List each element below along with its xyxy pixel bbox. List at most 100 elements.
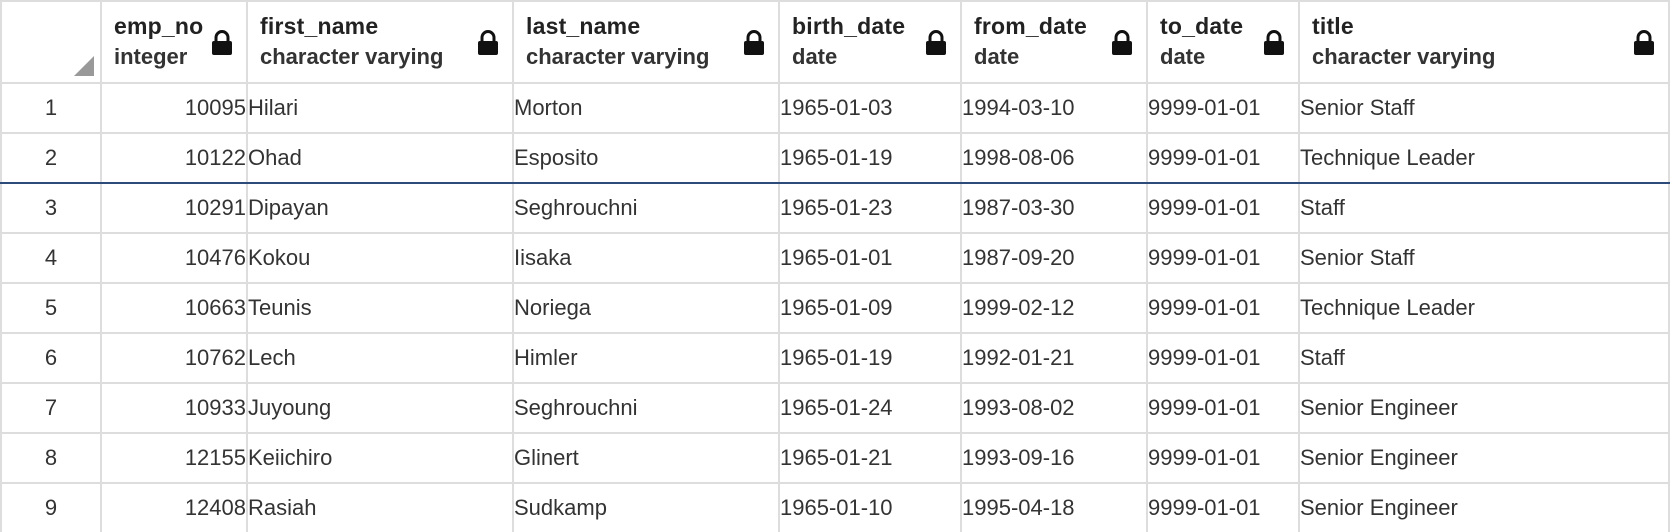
cell-emp-no[interactable]: 10762 xyxy=(100,332,248,384)
column-name: title xyxy=(1312,13,1354,39)
column-type: integer xyxy=(114,44,188,69)
cell-from-date[interactable]: 1995-04-18 xyxy=(960,482,1148,532)
cell-first-name[interactable]: Hilari xyxy=(246,82,514,134)
cell-to-date[interactable]: 9999-01-01 xyxy=(1146,282,1300,334)
cell-first-name[interactable]: Juyoung xyxy=(246,382,514,434)
cell-last-name[interactable]: Seghrouchni xyxy=(512,182,780,234)
cell-title[interactable]: Senior Engineer xyxy=(1298,382,1670,434)
cell-to-date[interactable]: 9999-01-01 xyxy=(1146,432,1300,484)
cell-first-name[interactable]: Keiichiro xyxy=(246,432,514,484)
cell-from-date[interactable]: 1994-03-10 xyxy=(960,82,1148,134)
table-row[interactable]: 4 10476 Kokou Iisaka 1965-01-01 1987-09-20 999… xyxy=(0,232,1670,284)
cell-to-date[interactable]: 9999-01-01 xyxy=(1146,82,1300,134)
cell-last-name[interactable]: Esposito xyxy=(512,132,780,184)
row-number[interactable]: 4 xyxy=(0,232,102,284)
cell-birth-date[interactable]: 1965-01-21 xyxy=(778,432,962,484)
table-row[interactable]: 3 10291 Dipayan Seghrouchni 1965-01-23 1987-0… xyxy=(0,182,1670,234)
lock-icon xyxy=(478,30,498,55)
cell-from-date[interactable]: 1992-01-21 xyxy=(960,332,1148,384)
cell-emp-no[interactable]: 10476 xyxy=(100,232,248,284)
column-header-last-name[interactable]: last_name character varying xyxy=(512,0,780,84)
table-row[interactable]: 1 10095 Hilari Morton 1965-01-03 1994-03-10 99… xyxy=(0,82,1670,134)
cell-first-name[interactable]: Ohad xyxy=(246,132,514,184)
table-row[interactable]: 5 10663 Teunis Noriega 1965-01-09 1999-02-12 9… xyxy=(0,282,1670,334)
cell-birth-date[interactable]: 1965-01-24 xyxy=(778,382,962,434)
cell-to-date[interactable]: 9999-01-01 xyxy=(1146,382,1300,434)
column-type: character varying xyxy=(526,44,710,69)
cell-emp-no[interactable]: 10663 xyxy=(100,282,248,334)
cell-last-name[interactable]: Seghrouchni xyxy=(512,382,780,434)
cell-from-date[interactable]: 1998-08-06 xyxy=(960,132,1148,184)
table-row[interactable]: 7 10933 Juyoung Seghrouchni 1965-01-24 1993-0… xyxy=(0,382,1670,434)
cell-first-name[interactable]: Teunis xyxy=(246,282,514,334)
cell-title[interactable]: Staff xyxy=(1298,332,1670,384)
row-number[interactable]: 6 xyxy=(0,332,102,384)
cell-birth-date[interactable]: 1965-01-09 xyxy=(778,282,962,334)
cell-title[interactable]: Senior Engineer xyxy=(1298,432,1670,484)
cell-emp-no[interactable]: 12408 xyxy=(100,482,248,532)
cell-to-date[interactable]: 9999-01-01 xyxy=(1146,182,1300,234)
cell-first-name[interactable]: Kokou xyxy=(246,232,514,284)
cell-from-date[interactable]: 1999-02-12 xyxy=(960,282,1148,334)
cell-title[interactable]: Staff xyxy=(1298,182,1670,234)
row-number[interactable]: 3 xyxy=(0,182,102,234)
row-number[interactable]: 9 xyxy=(0,482,102,532)
cell-title[interactable]: Technique Leader xyxy=(1298,282,1670,334)
column-name: emp_no xyxy=(114,13,204,39)
table-row[interactable]: 9 12408 Rasiah Sudkamp 1965-01-10 1995-04-18 9… xyxy=(0,482,1670,532)
table-body: 1 10095 Hilari Morton 1965-01-03 1994-03-10 99… xyxy=(0,82,1670,532)
cell-first-name[interactable]: Rasiah xyxy=(246,482,514,532)
cell-emp-no[interactable]: 10933 xyxy=(100,382,248,434)
column-name: from_date xyxy=(974,13,1087,39)
table-row[interactable]: 2 10122 Ohad Esposito 1965-01-19 1998-08-06 99… xyxy=(0,132,1670,184)
cell-from-date[interactable]: 1987-03-30 xyxy=(960,182,1148,234)
cell-birth-date[interactable]: 1965-01-10 xyxy=(778,482,962,532)
cell-title[interactable]: Senior Engineer xyxy=(1298,482,1670,532)
lock-icon xyxy=(212,30,232,55)
table-row[interactable]: 6 10762 Lech Himler 1965-01-19 1992-01-21 9999… xyxy=(0,332,1670,384)
cell-emp-no[interactable]: 10291 xyxy=(100,182,248,234)
cell-first-name[interactable]: Lech xyxy=(246,332,514,384)
cell-birth-date[interactable]: 1965-01-23 xyxy=(778,182,962,234)
cell-emp-no[interactable]: 10095 xyxy=(100,82,248,134)
table-row[interactable]: 8 12155 Keiichiro Glinert 1965-01-21 1993-09-… xyxy=(0,432,1670,484)
cell-to-date[interactable]: 9999-01-01 xyxy=(1146,232,1300,284)
cell-birth-date[interactable]: 1965-01-19 xyxy=(778,132,962,184)
cell-from-date[interactable]: 1993-08-02 xyxy=(960,382,1148,434)
column-header-first-name[interactable]: first_name character varying xyxy=(246,0,514,84)
cell-last-name[interactable]: Glinert xyxy=(512,432,780,484)
cell-to-date[interactable]: 9999-01-01 xyxy=(1146,132,1300,184)
cell-title[interactable]: Senior Staff xyxy=(1298,232,1670,284)
cell-last-name[interactable]: Noriega xyxy=(512,282,780,334)
cell-emp-no[interactable]: 10122 xyxy=(100,132,248,184)
cell-title[interactable]: Technique Leader xyxy=(1298,132,1670,184)
row-number[interactable]: 5 xyxy=(0,282,102,334)
cell-birth-date[interactable]: 1965-01-01 xyxy=(778,232,962,284)
row-number[interactable]: 1 xyxy=(0,82,102,134)
cell-to-date[interactable]: 9999-01-01 xyxy=(1146,482,1300,532)
column-header-to-date[interactable]: to_date date xyxy=(1146,0,1300,84)
column-header-from-date[interactable]: from_date date xyxy=(960,0,1148,84)
row-number[interactable]: 2 xyxy=(0,132,102,184)
column-header-birth-date[interactable]: birth_date date xyxy=(778,0,962,84)
cell-to-date[interactable]: 9999-01-01 xyxy=(1146,332,1300,384)
lock-icon xyxy=(1112,30,1132,55)
cell-first-name[interactable]: Dipayan xyxy=(246,182,514,234)
cell-emp-no[interactable]: 12155 xyxy=(100,432,248,484)
cell-birth-date[interactable]: 1965-01-19 xyxy=(778,332,962,384)
row-number[interactable]: 7 xyxy=(0,382,102,434)
cell-birth-date[interactable]: 1965-01-03 xyxy=(778,82,962,134)
column-header-title[interactable]: title character varying xyxy=(1298,0,1670,84)
select-all-corner[interactable] xyxy=(0,0,102,84)
column-type: character varying xyxy=(1312,44,1496,69)
cell-last-name[interactable]: Morton xyxy=(512,82,780,134)
row-number[interactable]: 8 xyxy=(0,432,102,484)
cell-from-date[interactable]: 1993-09-16 xyxy=(960,432,1148,484)
cell-last-name[interactable]: Iisaka xyxy=(512,232,780,284)
cell-last-name[interactable]: Himler xyxy=(512,332,780,384)
cell-last-name[interactable]: Sudkamp xyxy=(512,482,780,532)
cell-title[interactable]: Senior Staff xyxy=(1298,82,1670,134)
cell-from-date[interactable]: 1987-09-20 xyxy=(960,232,1148,284)
